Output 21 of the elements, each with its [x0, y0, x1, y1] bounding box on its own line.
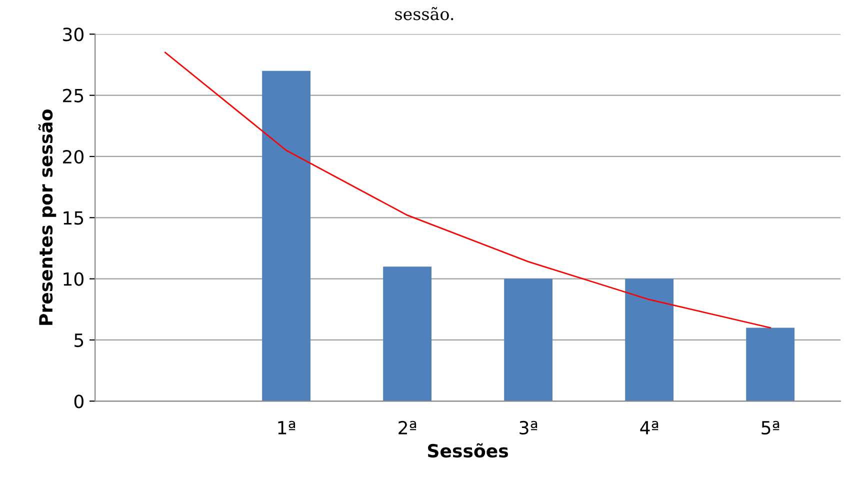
y-tick-label: 10 — [64, 272, 84, 286]
y-tick-label: 0 — [74, 394, 84, 408]
x-tick-label: 3ª — [520, 420, 538, 435]
x-tick-label: 1ª — [278, 420, 296, 434]
y-tick-label: 20 — [63, 150, 84, 164]
y-tick-label: 30 — [63, 28, 84, 42]
bar — [383, 266, 432, 402]
y-axis-title: Presentes por sessão — [38, 110, 56, 325]
bar — [504, 278, 553, 402]
chart-title: sessão. — [395, 7, 454, 20]
line-series — [164, 52, 772, 328]
bar — [746, 328, 795, 402]
bar — [262, 70, 310, 402]
x-tick-label: 5ª — [762, 420, 780, 435]
bar — [625, 278, 674, 402]
y-tick-label: 15 — [64, 211, 84, 225]
x-axis-title: Sessões — [428, 443, 508, 458]
y-tick-label: 5 — [74, 334, 84, 348]
x-tick-label: 4ª — [640, 420, 658, 434]
x-tick-label: 2ª — [398, 420, 416, 434]
y-tick-label: 25 — [63, 88, 84, 102]
